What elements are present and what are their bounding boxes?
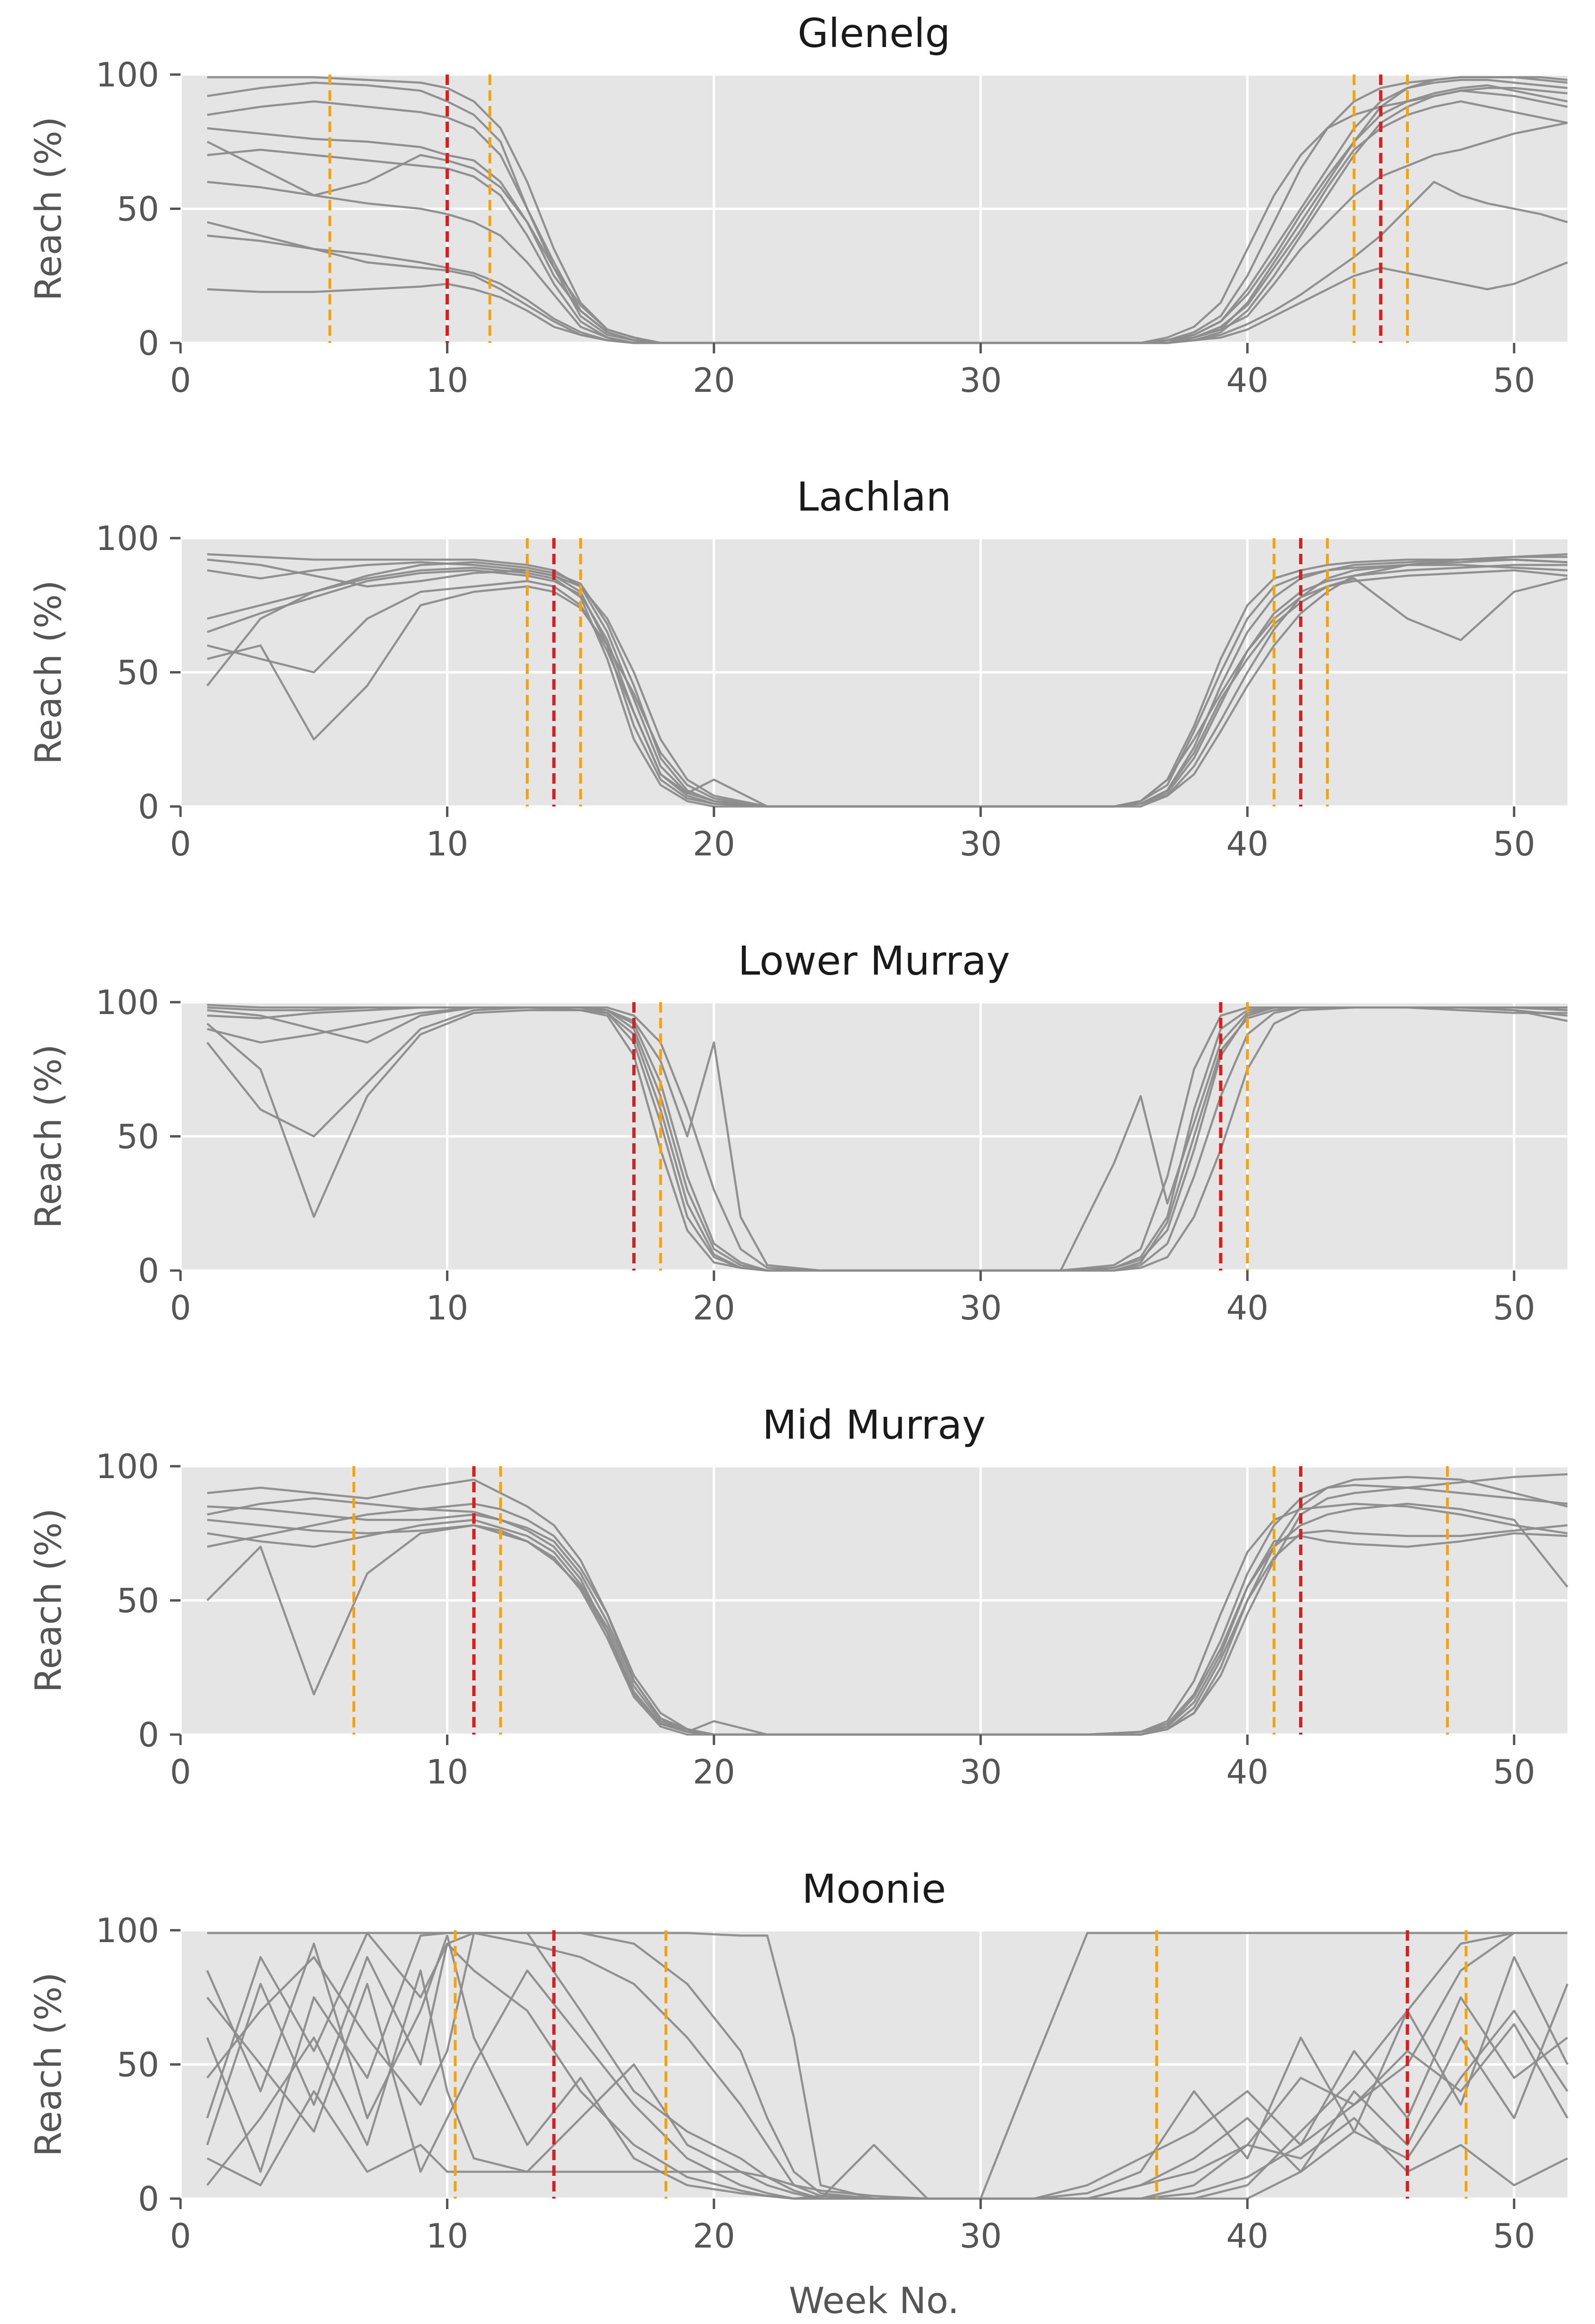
x-tick-label: 0 [170, 361, 191, 400]
x-tick-label: 0 [170, 1753, 191, 1792]
x-tick-label: 10 [426, 2217, 468, 2256]
series-line-9 [207, 2090, 1568, 2200]
y-tick-label: 50 [117, 654, 159, 692]
x-tick-label: 0 [170, 2217, 191, 2256]
x-tick-label: 40 [1226, 1289, 1269, 1328]
x-tick-label: 20 [693, 361, 735, 400]
x-tick-label: 50 [1493, 2217, 1535, 2256]
y-tick-label: 50 [117, 2046, 159, 2085]
y-axis-label: Reach (%) [27, 1508, 69, 1692]
y-axis-label: Reach (%) [27, 1972, 69, 2156]
panel-4: 0 10 20 30 40 50 0 50 100 Mid Murray Reach (%) [27, 1402, 1568, 1792]
x-tick-label: 20 [693, 1289, 735, 1328]
y-tick-label: 0 [138, 1252, 159, 1290]
x-tick-label: 20 [693, 825, 735, 863]
x-tick-label: 20 [693, 1753, 735, 1792]
x-tick-label: 10 [426, 1753, 468, 1792]
y-tick-label: 50 [117, 190, 159, 229]
y-tick-label: 0 [138, 787, 159, 826]
x-tick-label: 50 [1493, 1289, 1535, 1328]
panel-title: Glenelg [798, 10, 950, 57]
panel-title: Lachlan [797, 474, 951, 520]
panel-1: 0 10 20 30 40 50 0 50 100 Glenelg Reach (%) [27, 10, 1568, 400]
series-line-10 [207, 84, 1568, 344]
x-tick-label: 10 [426, 825, 468, 863]
x-tick-label: 0 [170, 825, 191, 863]
y-tick-label: 50 [117, 1118, 159, 1157]
y-tick-label: 0 [138, 2180, 159, 2219]
panel-3: 0 10 20 30 40 50 0 50 100 Lower Murray Reach (%) [27, 938, 1568, 1328]
panel-5: 0 10 20 30 40 50 0 50 100 Moonie Reach (%) [27, 1866, 1569, 2256]
x-tick-label: 30 [959, 1289, 1002, 1328]
x-tick-label: 10 [426, 1289, 468, 1328]
y-tick-label: 100 [95, 56, 159, 95]
y-tick-label: 100 [95, 1911, 159, 1950]
y-axis-label: Reach (%) [27, 580, 69, 764]
y-tick-label: 0 [138, 1716, 159, 1755]
series-line-7 [207, 234, 1568, 344]
x-tick-label: 40 [1226, 1753, 1269, 1792]
y-tick-label: 0 [138, 324, 159, 363]
panel-title: Mid Murray [762, 1402, 986, 1448]
y-axis-label: Reach (%) [27, 1044, 69, 1228]
x-tick-label: 50 [1493, 1753, 1535, 1792]
y-tick-label: 50 [117, 1582, 159, 1621]
x-tick-label: 30 [959, 1753, 1002, 1792]
x-tick-label: 30 [959, 361, 1002, 400]
series-line-7 [207, 1502, 1568, 1736]
x-axis-label: Week No. [789, 2279, 959, 2322]
panel-title: Lower Murray [738, 938, 1010, 984]
x-tick-label: 10 [426, 361, 468, 400]
x-tick-label: 40 [1226, 2217, 1269, 2256]
y-tick-label: 100 [95, 519, 159, 558]
x-tick-label: 20 [693, 2217, 735, 2256]
y-axis-label: Reach (%) [27, 116, 69, 301]
panel-2: 0 10 20 30 40 50 0 50 100 Lachlan Reach (%) [27, 474, 1568, 863]
panel-title: Moonie [802, 1866, 946, 1912]
x-tick-label: 50 [1493, 825, 1535, 863]
x-tick-label: 50 [1493, 361, 1535, 400]
series-line-8 [206, 1932, 1567, 2200]
series-line-9 [207, 87, 1568, 344]
x-tick-label: 0 [170, 1289, 191, 1328]
x-tick-label: 40 [1226, 361, 1269, 400]
x-tick-label: 30 [959, 825, 1002, 863]
x-tick-label: 30 [959, 2217, 1002, 2256]
series-line-6 [207, 1497, 1568, 1736]
y-tick-label: 100 [95, 1447, 159, 1486]
series-line-7 [206, 1969, 1568, 2200]
y-tick-label: 100 [95, 983, 159, 1022]
series-line-8 [207, 553, 1568, 808]
x-tick-label: 40 [1226, 825, 1269, 863]
series-line-7 [207, 1006, 1568, 1272]
